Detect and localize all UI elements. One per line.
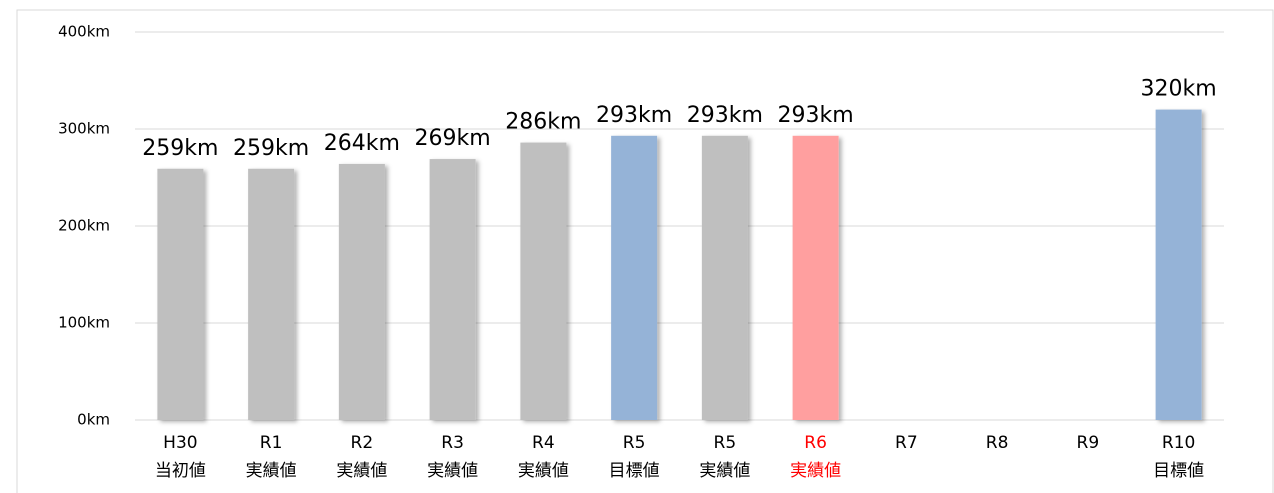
x-tick-label: R5 bbox=[623, 433, 646, 453]
x-tick-label: R6 bbox=[804, 433, 827, 453]
x-tick-label: R1 bbox=[260, 433, 283, 453]
x-tick-sublabel: 実績値 bbox=[427, 461, 478, 481]
bar bbox=[792, 135, 839, 421]
x-tick-label: R9 bbox=[1077, 433, 1100, 453]
value-label: 269km bbox=[415, 126, 491, 151]
x-tick-label: R2 bbox=[351, 433, 374, 453]
bar bbox=[248, 168, 295, 420]
x-tick-sublabel: 目標値 bbox=[609, 461, 660, 481]
x-tick-label: R8 bbox=[986, 433, 1009, 453]
y-tick-label: 300km bbox=[58, 120, 110, 138]
x-tick-sublabel: 実績値 bbox=[336, 461, 387, 481]
x-tick-sublabel: 当初値 bbox=[155, 461, 206, 481]
value-label: 286km bbox=[505, 110, 581, 135]
x-tick-label: R3 bbox=[441, 433, 464, 453]
x-tick-sublabel: 実績値 bbox=[518, 461, 569, 481]
x-tick-label: H30 bbox=[163, 433, 197, 453]
x-tick-label: R4 bbox=[532, 433, 555, 453]
bar bbox=[338, 163, 385, 421]
chart-frame bbox=[16, 9, 1274, 493]
value-label: 320km bbox=[1141, 77, 1217, 102]
y-tick-label: 0km bbox=[77, 411, 110, 429]
x-tick-sublabel: 実績値 bbox=[246, 461, 297, 481]
bar bbox=[611, 135, 658, 421]
value-label: 293km bbox=[687, 103, 763, 128]
x-tick-label: R7 bbox=[895, 433, 918, 453]
bar bbox=[701, 135, 748, 421]
bar bbox=[429, 159, 476, 420]
y-tick-label: 100km bbox=[58, 314, 110, 332]
x-tick-label: R5 bbox=[714, 433, 737, 453]
value-label: 259km bbox=[233, 136, 309, 161]
x-tick-label: R10 bbox=[1162, 433, 1195, 453]
x-tick-sublabel: 実績値 bbox=[790, 461, 841, 481]
value-label: 293km bbox=[778, 103, 854, 128]
y-tick-label: 200km bbox=[58, 217, 110, 235]
value-label: 264km bbox=[324, 131, 400, 156]
value-label: 293km bbox=[596, 103, 672, 128]
bar bbox=[1155, 109, 1202, 420]
x-tick-sublabel: 実績値 bbox=[699, 461, 750, 481]
bar bbox=[520, 142, 567, 420]
value-label: 259km bbox=[142, 136, 218, 161]
y-tick-label: 400km bbox=[58, 23, 110, 41]
bar bbox=[157, 168, 204, 420]
x-tick-sublabel: 目標値 bbox=[1153, 461, 1204, 481]
